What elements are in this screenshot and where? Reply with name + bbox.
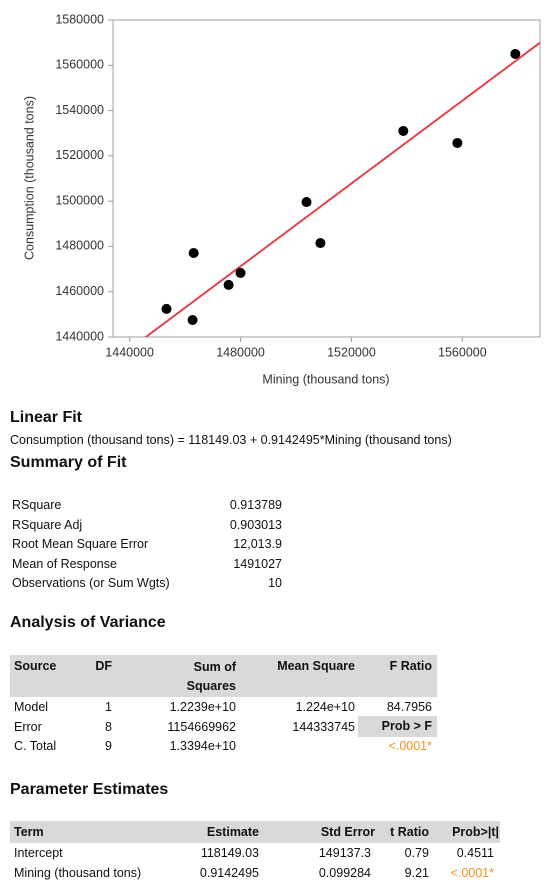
summary-value: 0.903013	[229, 517, 282, 532]
table-cell: 9.21	[404, 865, 429, 880]
y-tick-label: 1480000	[55, 239, 104, 253]
table-cell: Intercept	[14, 846, 63, 860]
point	[398, 125, 409, 136]
column-header: Source	[14, 659, 57, 673]
plot-frame	[112, 19, 541, 338]
table-cell: 149137.3	[318, 846, 371, 860]
section-title: Parameter Estimates	[10, 781, 169, 798]
y-tick-label: 1580000	[55, 12, 104, 26]
table-cell: 1.2239e+10	[169, 700, 236, 714]
point	[510, 48, 521, 59]
table-cell: 84.7956	[386, 700, 432, 714]
point	[301, 197, 312, 208]
section-title: Analysis of Variance	[10, 614, 166, 631]
x-axis-label: Mining (thousand tons)	[262, 372, 389, 386]
point	[315, 238, 326, 249]
table-cell: Error	[14, 719, 42, 734]
table-cell: 9	[105, 739, 112, 753]
column-header: Term	[14, 825, 44, 839]
column-header: Prob>|t|	[452, 825, 499, 839]
summary-label: Root Mean Square Error	[12, 537, 149, 551]
column-header: Mean Square	[277, 659, 355, 673]
table-cell: C. Total	[14, 739, 57, 753]
point	[223, 279, 234, 290]
column-header: t Ratio	[390, 825, 429, 839]
summary-label: Mean of Response	[12, 556, 117, 571]
table-cell: Model	[14, 700, 49, 714]
x-tick-label: 1560000	[438, 345, 487, 359]
y-tick-label: 1540000	[55, 103, 104, 117]
point	[188, 247, 199, 258]
section-title: Linear Fit	[10, 409, 83, 426]
summary-label: RSquare	[12, 498, 62, 512]
header-band	[10, 655, 437, 697]
y-tick-label: 1500000	[55, 193, 104, 207]
y-axis-label: Consumption (thousand tons)	[22, 96, 36, 260]
table-cell: 1	[105, 700, 112, 714]
chart: Mining (thousand tons) Consumption (thou…	[22, 12, 541, 386]
column-header: Estimate	[206, 825, 259, 839]
y-tick-label: 1460000	[55, 284, 104, 298]
y-tick-label: 1440000	[55, 329, 104, 343]
table-cell: 0.9142495	[199, 865, 259, 880]
column-header: Std Error	[320, 825, 375, 839]
point	[187, 315, 198, 326]
x-tick-label: 1520000	[327, 345, 376, 359]
point	[235, 267, 246, 278]
section-title: Summary of Fit	[10, 454, 127, 471]
fit-line	[144, 41, 540, 337]
table-cell: 0.4511	[456, 846, 494, 860]
y-tick-label: 1560000	[55, 58, 104, 72]
x-tick-label: 1480000	[216, 345, 265, 359]
table-cell: 1.3394e+10	[169, 739, 236, 753]
y-tick-label: 1520000	[55, 148, 104, 162]
table-cell: Mining (thousand tons)	[14, 865, 142, 880]
prob-band	[358, 716, 437, 737]
summary-label: RSquare Adj	[12, 517, 83, 532]
summary-value: 1491027	[233, 556, 282, 571]
table-cell: 0.099284	[318, 865, 371, 880]
table-cell: 1154669962	[167, 719, 236, 734]
table-cell: 1.224e+10	[295, 700, 355, 714]
prob-label: Prob > F	[381, 719, 432, 733]
header-band	[10, 821, 500, 843]
summary-label: Observations (or Sum Wgts)	[12, 576, 170, 590]
column-header: Sum of Squares	[186, 660, 236, 693]
summary-value: 0.913789	[229, 498, 282, 512]
x-tick-label: 1440000	[105, 345, 154, 359]
summary-value: 10	[268, 576, 282, 590]
table-cell: 0.79	[404, 846, 429, 860]
table-cell: 144333745	[292, 719, 355, 734]
point	[452, 137, 463, 148]
fit-equation: Consumption (thousand tons) = 118149.03 …	[10, 433, 452, 447]
point	[161, 303, 172, 314]
table-cell: 8	[105, 719, 112, 734]
column-header: DF	[95, 659, 112, 673]
column-header: F Ratio	[389, 659, 432, 673]
fit-group	[144, 41, 540, 337]
table-cell: 118149.03	[200, 846, 259, 860]
summary-value: 12,013.9	[233, 537, 282, 551]
prob-value: <.0001*	[388, 739, 432, 753]
table-cell: <.0001*	[450, 865, 494, 880]
